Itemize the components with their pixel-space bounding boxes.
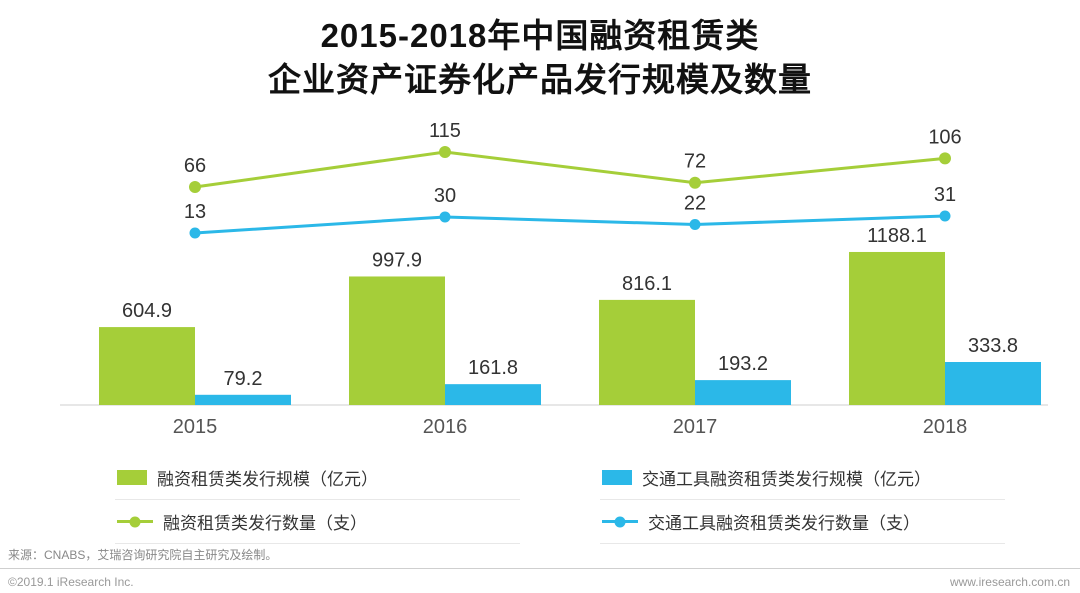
line-value-label: 30 <box>434 185 456 207</box>
legend-swatch-blue-line <box>602 516 638 527</box>
category-label: 2018 <box>923 416 968 438</box>
chart-title-line2: 企业资产证券化产品发行规模及数量 <box>268 60 812 98</box>
bar-value-label: 79.2 <box>224 368 263 390</box>
line-value-label: 13 <box>184 201 206 223</box>
legend: 融资租赁类发行规模（亿元） 交通工具融资租赁类发行规模（亿元） 融资租赁类发行数… <box>115 456 1005 544</box>
legend-label: 交通工具融资租赁类发行数量（支） <box>648 514 920 533</box>
line-point-series2 <box>189 181 201 193</box>
legend-item-lease-count: 融资租赁类发行数量（支） <box>115 500 520 544</box>
category-label: 2015 <box>173 416 218 438</box>
line-series2 <box>194 150 946 189</box>
line-series3 <box>194 214 946 235</box>
bar-series0-2018 <box>849 251 945 405</box>
bar-value-label: 1188.1 <box>867 225 927 247</box>
bar-value-label: 333.8 <box>968 335 1018 357</box>
line-point-series3 <box>939 210 951 222</box>
bar-value-label: 161.8 <box>468 357 518 379</box>
bar-series0-2017 <box>599 299 695 405</box>
category-label: 2016 <box>423 416 468 438</box>
line-value-label: 31 <box>934 184 956 206</box>
legend-label: 融资租赁类发行规模（亿元） <box>157 470 378 489</box>
legend-label: 融资租赁类发行数量（支） <box>163 514 367 533</box>
category-label: 2017 <box>673 416 718 438</box>
source-note: 来源：CNABS，艾瑞咨询研究院自主研究及绘制。 <box>8 548 278 562</box>
chart-title: 2015-2018年中国融资租赁类 企业资产证券化产品发行规模及数量 <box>0 14 1080 101</box>
bar-value-label: 997.9 <box>372 249 422 271</box>
bar-value-label: 193.2 <box>718 353 768 375</box>
legend-item-transport-scale: 交通工具融资租赁类发行规模（亿元） <box>600 456 1005 500</box>
line-point-series2 <box>689 176 701 189</box>
line-value-label: 115 <box>429 120 461 142</box>
line-value-label: 72 <box>684 151 706 173</box>
bar-series1-2018 <box>945 362 1041 405</box>
legend-swatch-green-line <box>117 516 153 527</box>
legend-item-transport-count: 交通工具融资租赁类发行数量（支） <box>600 500 1005 544</box>
footer-copyright: ©2019.1 iResearch Inc. <box>8 575 134 589</box>
line-point-series3 <box>689 219 701 230</box>
chart-title-line1: 2015-2018年中国融资租赁类 <box>320 17 760 54</box>
bar-series1-2017 <box>695 380 791 405</box>
bar-series0-2015 <box>99 327 195 405</box>
legend-dot-icon <box>614 516 626 527</box>
bar-series1-2016 <box>445 384 541 405</box>
line-value-label: 66 <box>184 155 206 177</box>
legend-item-lease-scale: 融资租赁类发行规模（亿元） <box>115 456 520 500</box>
bar-series0-2016 <box>349 276 445 405</box>
bar-value-label: 816.1 <box>622 273 672 295</box>
legend-swatch-green-bar <box>117 470 147 485</box>
line-value-label: 106 <box>928 126 961 148</box>
line-value-label: 22 <box>684 193 706 215</box>
legend-swatch-blue-bar <box>602 470 632 485</box>
legend-label: 交通工具融资租赁类发行规模（亿元） <box>642 470 931 489</box>
line-point-series2 <box>939 152 951 165</box>
bar-series1-2015 <box>195 394 291 405</box>
footer-divider <box>0 568 1080 569</box>
footer-website: www.iresearch.com.cn <box>949 575 1070 589</box>
line-point-series3 <box>439 211 451 223</box>
chart-canvas: 604.9 997.9 816.1 1188.1 79.2 161.8 193.2 333.8… <box>60 120 1048 438</box>
line-point-series3 <box>189 227 201 239</box>
bar-value-label: 604.9 <box>122 300 172 322</box>
legend-dot-icon <box>129 516 141 527</box>
line-point-series2 <box>439 146 451 158</box>
